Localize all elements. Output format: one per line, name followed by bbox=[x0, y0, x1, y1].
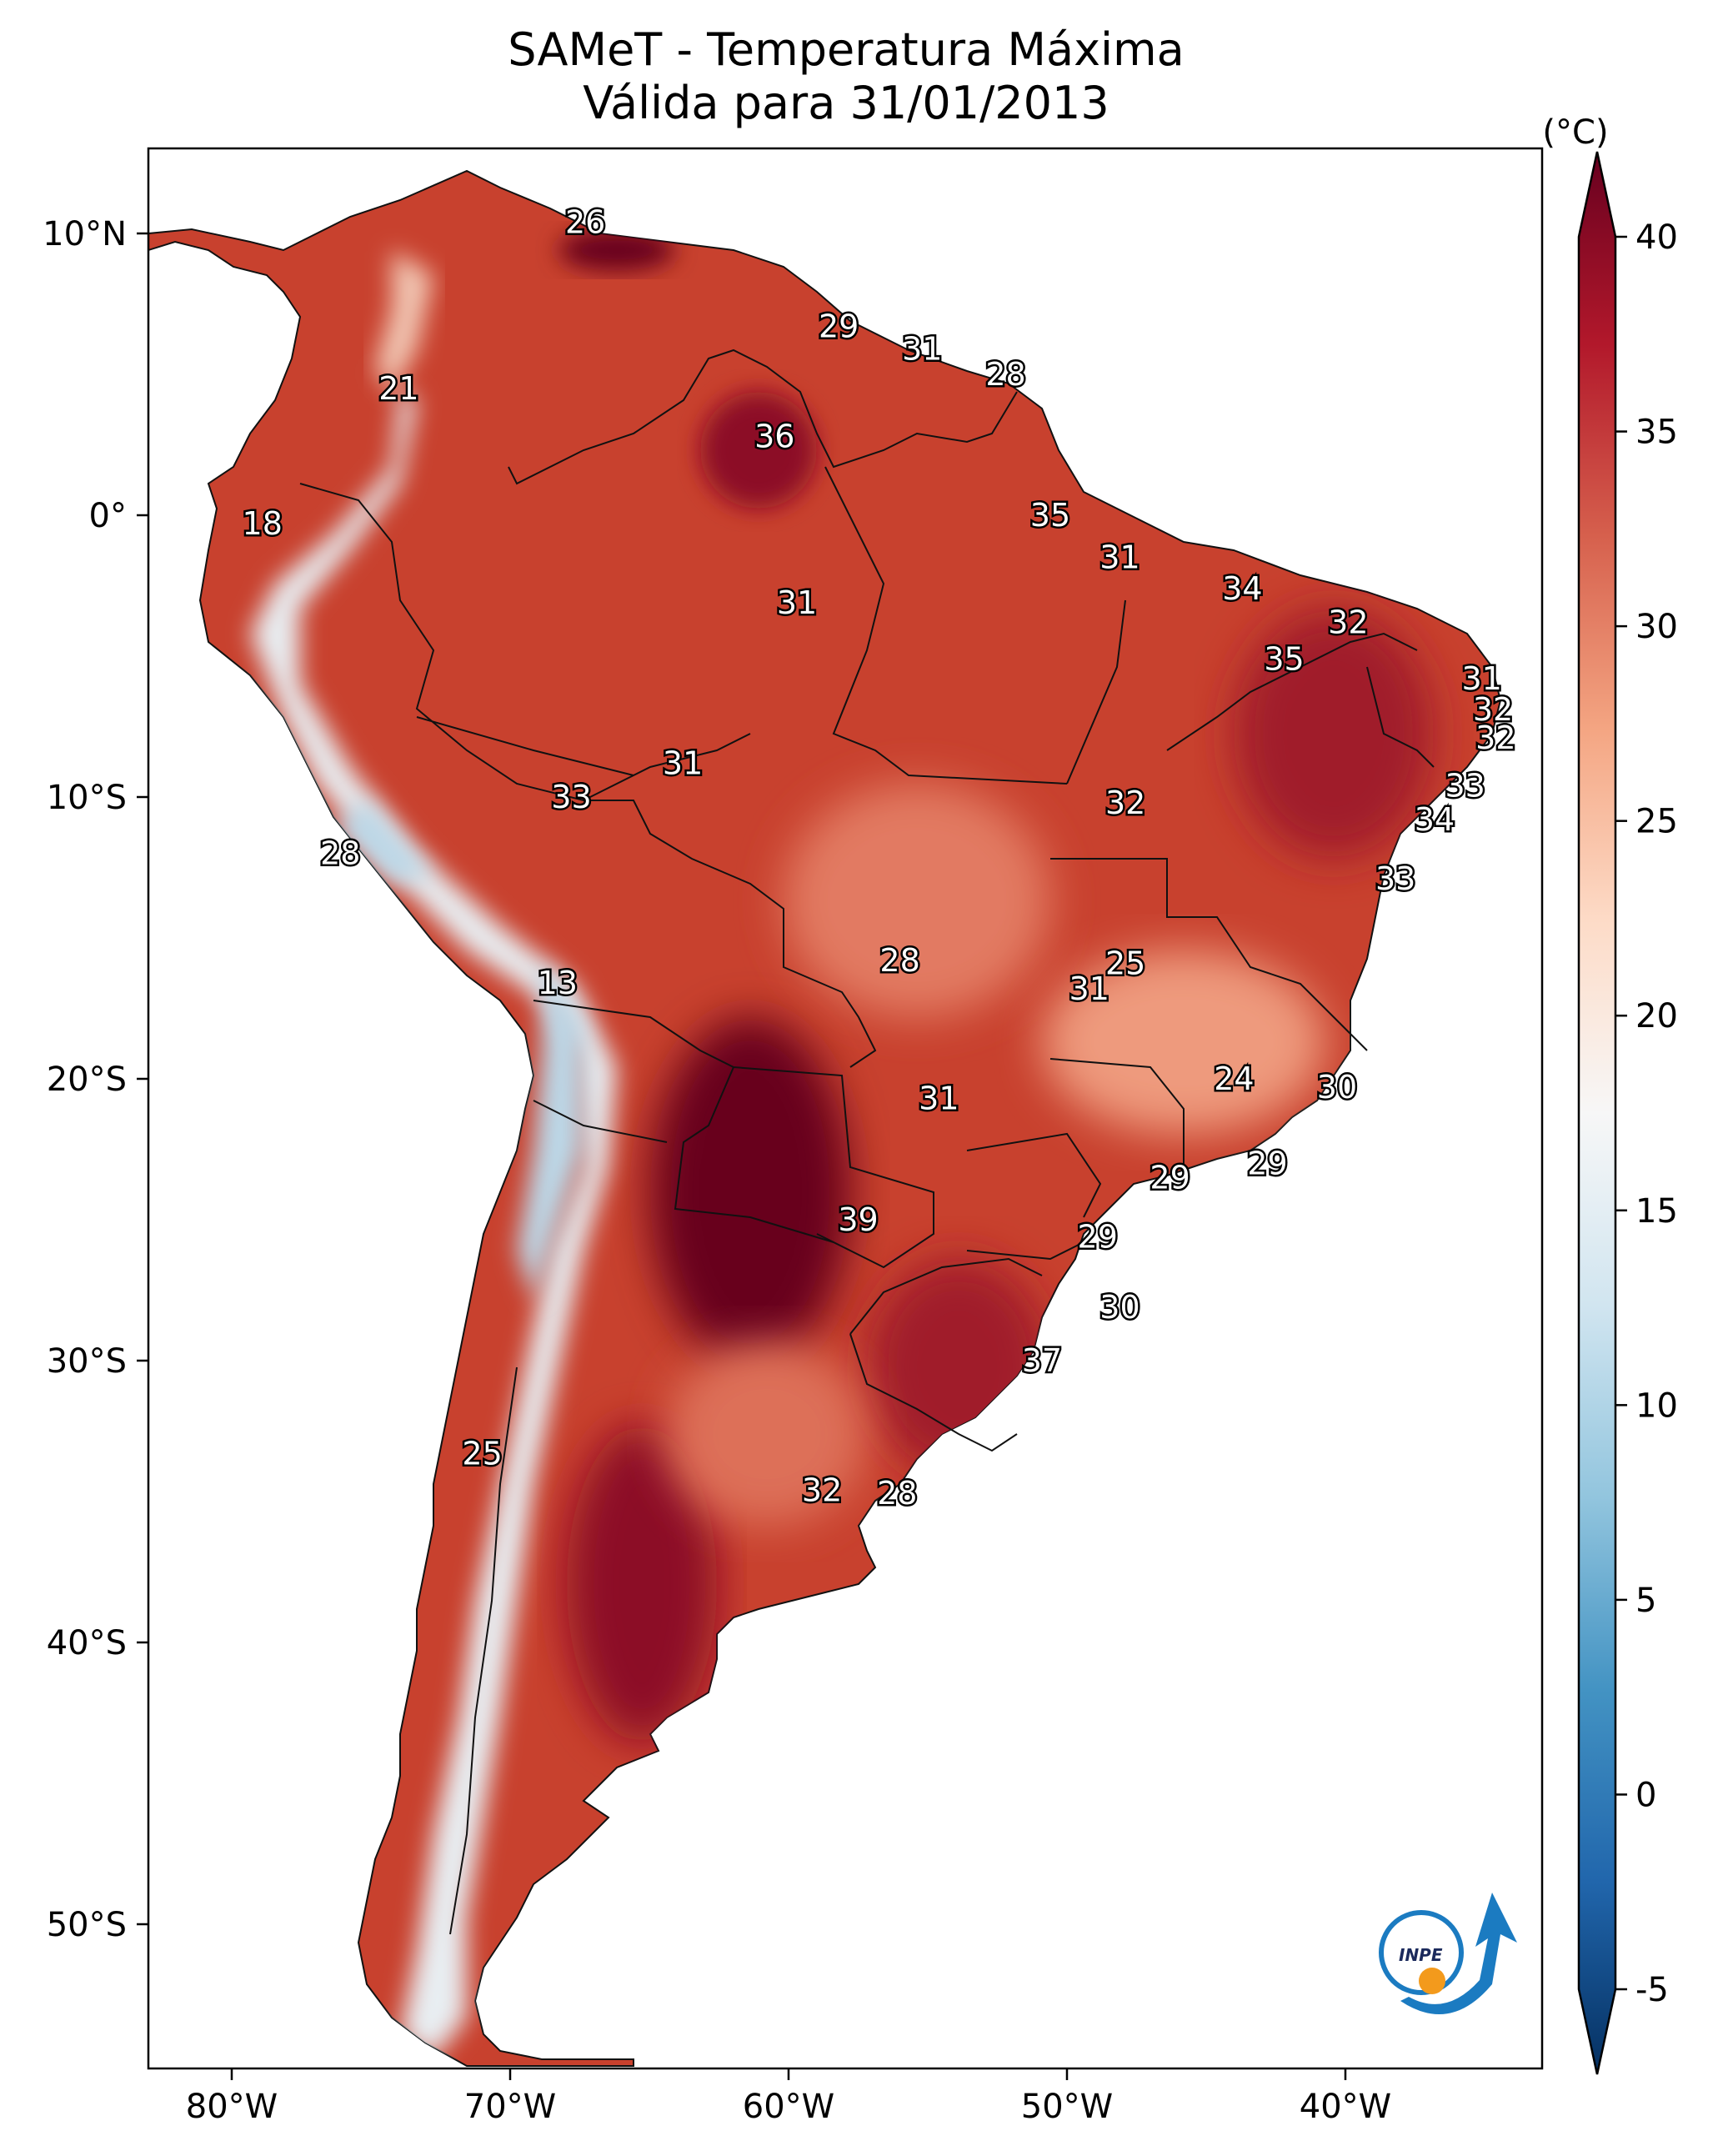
mild-area-central bbox=[784, 784, 1050, 1017]
logo-ring-icon bbox=[1379, 1910, 1464, 1995]
temperature-label: 31 bbox=[919, 1081, 959, 1117]
temperature-label: 29 bbox=[1078, 1218, 1118, 1255]
inpe-logo: INPE bbox=[1379, 1893, 1517, 2014]
lon-tick-label: 70°W bbox=[464, 2088, 556, 2126]
hot-core-venezuela bbox=[558, 229, 675, 271]
temperature-label: 32 bbox=[1105, 785, 1145, 821]
colorbar-tick-label: 30 bbox=[1635, 608, 1678, 646]
colorbar-tick-label: 35 bbox=[1635, 414, 1678, 452]
colombia-cool-ridge bbox=[375, 250, 433, 392]
temperature-label: 31 bbox=[663, 745, 703, 781]
temperature-label: 31 bbox=[1461, 660, 1501, 697]
logo-arrow-icon bbox=[1400, 1893, 1517, 2014]
lat-tick-label: 10°S bbox=[47, 779, 127, 817]
hot-core-patagonia bbox=[567, 1426, 717, 1742]
andes-cool-band bbox=[250, 367, 617, 2059]
lon-ticks: 80°W 70°W 60°W 50°W 40°W bbox=[186, 2068, 1391, 2126]
temperature-label: 31 bbox=[777, 584, 817, 621]
colorbar-tick-label: 5 bbox=[1635, 1582, 1656, 1620]
temperature-label: 33 bbox=[551, 779, 591, 815]
title-line-1: SAMeT - Temperatura Máxima bbox=[508, 23, 1185, 76]
colorbar-tick-label: 25 bbox=[1635, 803, 1678, 841]
colorbar-ticks: -5 0 5 10 15 20 25 30 35 40 bbox=[1615, 218, 1678, 2009]
temperature-label: 25 bbox=[462, 1436, 502, 1472]
lat-tick-label: 50°S bbox=[47, 1906, 127, 1944]
temperature-label: 32 bbox=[802, 1472, 842, 1508]
temperature-label: 13 bbox=[538, 965, 578, 1001]
temperature-label: 18 bbox=[243, 505, 283, 542]
temperature-label: 28 bbox=[879, 942, 919, 979]
country-borders bbox=[299, 348, 1435, 1935]
temperature-label: 35 bbox=[1030, 497, 1070, 534]
map-frame bbox=[147, 147, 1544, 2070]
lat-tick-label: 20°S bbox=[47, 1060, 127, 1099]
colorbar-unit: (°C) bbox=[1542, 113, 1608, 152]
lat-tick-label: 40°S bbox=[47, 1624, 127, 1662]
temperature-label: 34 bbox=[1222, 570, 1262, 607]
mild-area-southeast bbox=[1042, 950, 1325, 1134]
temperature-label: 32 bbox=[1473, 691, 1513, 728]
temperature-label: 37 bbox=[1022, 1342, 1062, 1379]
logo-orange-dot-icon bbox=[1419, 1968, 1445, 1994]
temperature-label: 28 bbox=[985, 356, 1025, 393]
colorbar-tick-label: 10 bbox=[1635, 1386, 1678, 1425]
hot-core-paraguay bbox=[650, 1017, 850, 1367]
temperature-label: 29 bbox=[1150, 1159, 1190, 1196]
temperature-label: 31 bbox=[1099, 539, 1139, 576]
temperature-label: 21 bbox=[378, 370, 418, 407]
hot-core-roraima bbox=[700, 392, 817, 509]
mild-area-pampas bbox=[667, 1342, 867, 1526]
temperature-label: 34 bbox=[1415, 801, 1455, 838]
colorbar-tick-label: 15 bbox=[1635, 1192, 1678, 1231]
colorbar-tick-label: 40 bbox=[1635, 218, 1678, 257]
lat-tick-label: 10°N bbox=[43, 215, 127, 253]
colorbar-tick-label: -5 bbox=[1635, 1971, 1669, 2009]
temperature-label: 29 bbox=[1247, 1145, 1287, 1181]
temperature-label: 36 bbox=[754, 418, 794, 454]
lat-ticks: 10°N 0° 10°S 20°S 30°S 40°S 50°S bbox=[43, 215, 148, 1944]
temperature-label: 33 bbox=[1375, 860, 1415, 897]
logo-text: INPE bbox=[1399, 1945, 1443, 1965]
temperature-label: 25 bbox=[1105, 945, 1145, 981]
lon-tick-label: 40°W bbox=[1300, 2088, 1391, 2126]
temperature-label: 28 bbox=[320, 835, 360, 872]
temperature-label: 31 bbox=[902, 331, 942, 368]
lon-tick-label: 50°W bbox=[1021, 2088, 1113, 2126]
temperature-label: 30 bbox=[1099, 1289, 1139, 1326]
colorbar-tick-label: 0 bbox=[1635, 1776, 1656, 1814]
colorbar-body bbox=[1577, 151, 1617, 2075]
temperature-label: 28 bbox=[877, 1475, 917, 1512]
temperature-label: 30 bbox=[1317, 1069, 1357, 1106]
temperature-label: 33 bbox=[1445, 767, 1485, 804]
temperature-label: 39 bbox=[838, 1201, 878, 1238]
temperature-label: 32 bbox=[1328, 604, 1368, 640]
page-title: SAMeT - Temperatura Máxima Válida para 3… bbox=[150, 23, 1542, 130]
lat-tick-label: 30°S bbox=[47, 1342, 127, 1381]
lon-tick-label: 80°W bbox=[186, 2088, 278, 2126]
hot-core-northeast bbox=[1234, 609, 1434, 859]
temperature-label: 32 bbox=[1475, 720, 1515, 756]
lat-tick-label: 0° bbox=[89, 497, 127, 535]
title-line-2: Válida para 31/01/2013 bbox=[583, 77, 1109, 129]
temperature-label: 35 bbox=[1264, 640, 1304, 677]
temperature-label: 24 bbox=[1214, 1060, 1254, 1097]
temperature-label: 29 bbox=[819, 308, 859, 345]
temperature-label: 26 bbox=[565, 203, 605, 240]
temperature-label: 31 bbox=[1069, 970, 1109, 1007]
colorbar-tick-label: 20 bbox=[1635, 997, 1678, 1035]
lon-tick-label: 60°W bbox=[743, 2088, 834, 2126]
colorbar: (°C) -5 0 5 10 15 20 25 30 35 40 bbox=[1542, 113, 1678, 2075]
